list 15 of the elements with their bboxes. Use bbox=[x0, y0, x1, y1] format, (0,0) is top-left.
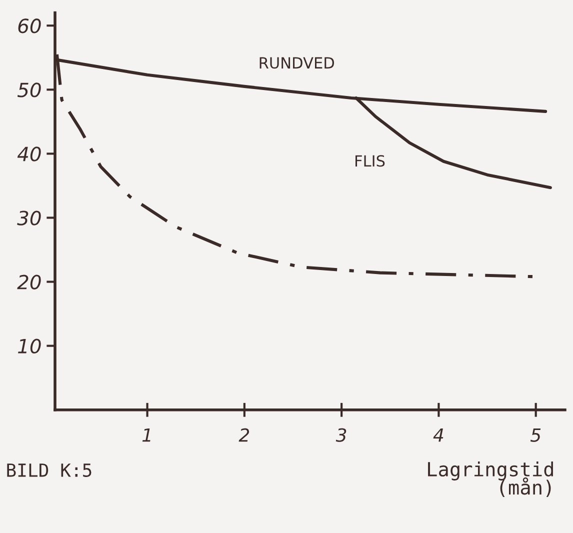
x-tick-label: 4 bbox=[433, 428, 444, 442]
text: BILD K:5 bbox=[7, 464, 92, 477]
y-tick-label: 40 bbox=[17, 146, 41, 162]
x-tick-label: 3 bbox=[336, 428, 346, 442]
x-tick-label: 2 bbox=[238, 428, 250, 442]
y-tick-label: 50 bbox=[17, 82, 41, 98]
y-tick-label: 10 bbox=[18, 338, 41, 354]
series-label: FLIS bbox=[356, 155, 385, 167]
y-tick-label: 30 bbox=[17, 210, 41, 226]
series-label: RUNDVED bbox=[260, 57, 334, 69]
y-tick-label: 20 bbox=[17, 274, 41, 290]
x-axis-title: Lagringstid (mån) bbox=[428, 462, 553, 498]
y-tick-label: 60 bbox=[18, 18, 41, 34]
x-tick-label: 5 bbox=[530, 428, 541, 442]
x-tick-label: 1 bbox=[142, 428, 150, 442]
